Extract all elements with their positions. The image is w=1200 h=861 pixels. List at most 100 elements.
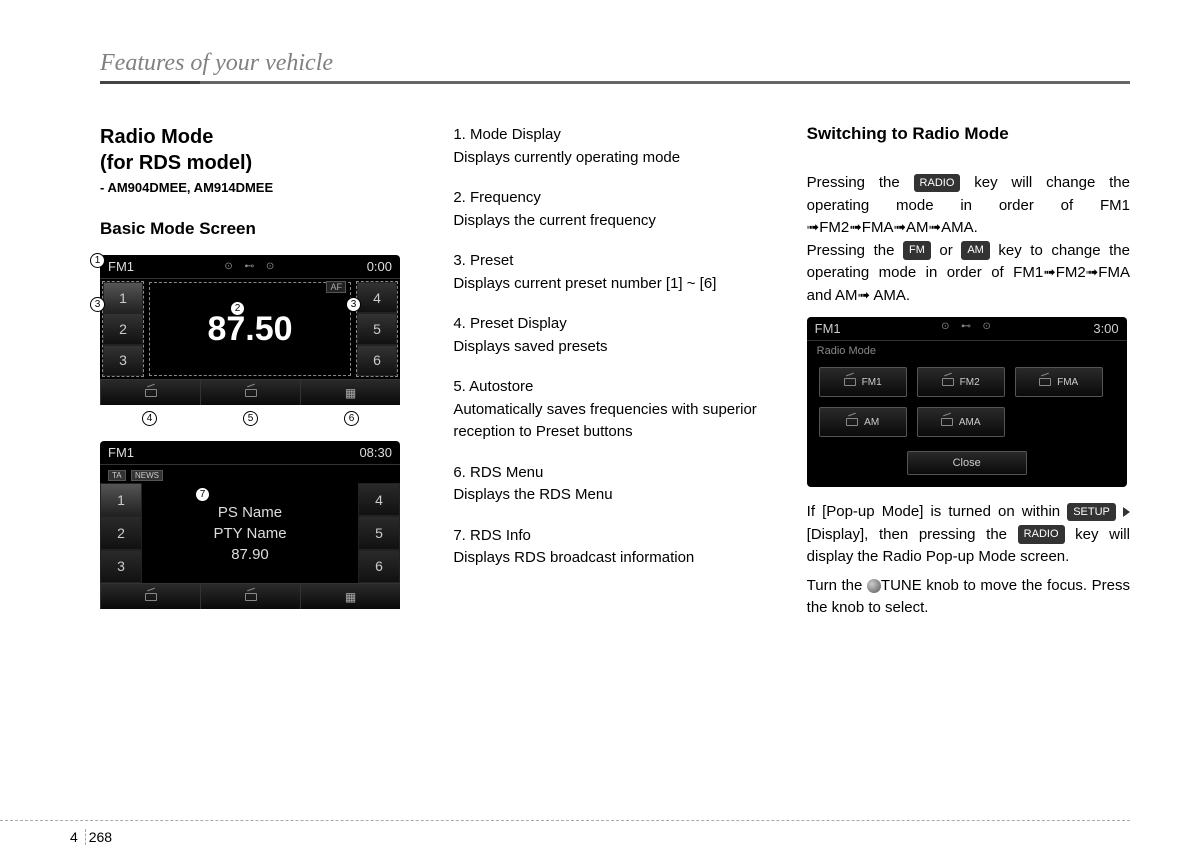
item-4-desc: Displays saved presets [453,336,776,359]
radio-mode-title: Radio Mode (for RDS model) [100,124,423,176]
switching-title: Switching to Radio Mode [807,124,1130,144]
rds-info-center: PS Name PTY Name 87.90 [142,483,358,583]
setup-key: SETUP [1067,503,1116,522]
popup-btn-am[interactable]: AM [819,407,907,437]
item-4-num: 4. Preset Display [453,313,776,336]
radio-scan-icon [245,389,257,397]
item-1-num: 1. Mode Display [453,124,776,147]
preset-4[interactable]: 4 [357,282,397,313]
popup-btn-fma[interactable]: FMA [1015,367,1103,397]
page-num-value: 268 [89,829,112,845]
column-right: Switching to Radio Mode Pressing the RAD… [807,124,1130,620]
pty-name: PTY Name [213,525,286,542]
bottom2-btn-3[interactable]: ▦ [300,584,400,609]
item-5: 5. Autostore Automatically saves frequen… [453,376,776,444]
footer-rule [0,820,1130,821]
radio-icon-2 [145,593,157,601]
preset2-4[interactable]: 4 [358,483,400,516]
column-left: Radio Mode (for RDS model) - AM904DMEE, … [100,124,423,620]
item-4: 4. Preset Display Displays saved presets [453,313,776,358]
popup-btn-fm2[interactable]: FM2 [917,367,1005,397]
radio-icon [145,389,157,397]
para-4: Turn the TUNE knob to move the focus. Pr… [807,575,1130,620]
popup-status-icons: ⊙ ⊷ ⊙ [841,321,1094,336]
preset2-6[interactable]: 6 [358,550,400,583]
mode-label-2: FM1 [108,445,134,460]
popup-btn-ama[interactable]: AMA [917,407,1005,437]
radio-screenshot-2: FM1 08:30 TA NEWS 1 2 3 [100,441,423,609]
bottom-btn-2[interactable] [200,380,300,405]
item-2-desc: Displays the current frequency [453,210,776,233]
freq-2: 87.90 [231,546,269,563]
preset-col-left: 1 2 3 [102,281,144,377]
title-line-2: (for RDS model) [100,152,252,174]
item-1: 1. Mode Display Displays currently opera… [453,124,776,169]
radio-icon-p2 [942,378,954,386]
title-line-1: Radio Mode [100,126,213,148]
para-1: Pressing the RADIO key will change the o… [807,172,1130,240]
para-2: Pressing the FM or AM key to change the … [807,240,1130,308]
callout-4: 4 [142,411,157,426]
item-3-num: 3. Preset [453,250,776,273]
preset-col-right-2: 4 5 6 [358,483,400,583]
radio-icon-p4 [846,418,858,426]
callout-7: 7 [195,487,210,502]
radio-screenshot-1: FM1 ⊙ ⊷ ⊙ 0:00 AF 1 2 3 87.50 4 [100,255,423,405]
preset2-1[interactable]: 1 [100,483,142,516]
am-key: AM [961,241,990,260]
callout-6: 6 [344,411,359,426]
preset-1[interactable]: 1 [103,282,143,313]
radio-popup-screenshot: FM1 ⊙ ⊷ ⊙ 3:00 Radio Mode FM1 FM2 FMA AM… [807,317,1127,487]
item-7-desc: Displays RDS broadcast information [453,547,776,570]
item-3-desc: Displays current preset number [1] ~ [6] [453,273,776,296]
popup-mode: FM1 [815,321,841,336]
chapter-num: 4 [70,829,78,845]
bottom-btn-1[interactable] [100,380,200,405]
preset-3[interactable]: 3 [103,345,143,376]
item-7: 7. RDS Info Displays RDS broadcast infor… [453,525,776,570]
preset-5[interactable]: 5 [357,313,397,344]
preset2-3[interactable]: 3 [100,550,142,583]
fm-key: FM [903,241,931,260]
status-icons: ⊙ ⊷ ⊙ [134,261,367,272]
popup-subtitle: Radio Mode [807,341,1127,361]
ta-badge: TA [108,470,126,481]
callout-5: 5 [243,411,258,426]
radio-icon-p3 [1039,378,1051,386]
item-6-desc: Displays the RDS Menu [453,484,776,507]
header-rule [100,81,1130,84]
para-3: If [Pop-up Mode] is turned on within SET… [807,501,1130,569]
preset-6[interactable]: 6 [357,345,397,376]
callout-3-left: 3 [90,297,105,312]
item-5-desc: Automatically saves frequencies with sup… [453,399,776,444]
preset-col-left-2: 1 2 3 [100,483,142,583]
column-middle: 1. Mode Display Displays currently opera… [453,124,776,620]
bottom2-btn-1[interactable] [100,584,200,609]
frequency-display: 87.50 [149,282,351,376]
item-7-num: 7. RDS Info [453,525,776,548]
callout-2: 2 [230,301,245,316]
news-badge: NEWS [131,470,163,481]
preset2-5[interactable]: 5 [358,516,400,549]
popup-close-button[interactable]: Close [907,451,1027,475]
item-6-num: 6. RDS Menu [453,462,776,485]
mode-label: FM1 [108,259,134,274]
preset-2[interactable]: 2 [103,313,143,344]
item-6: 6. RDS Menu Displays the RDS Menu [453,462,776,507]
bottom-btn-3[interactable]: ▦ [300,380,400,405]
popup-btn-fm1[interactable]: FM1 [819,367,907,397]
item-2-num: 2. Frequency [453,187,776,210]
preset2-2[interactable]: 2 [100,516,142,549]
preset-col-right: 4 5 6 [356,281,398,377]
radio-key-2: RADIO [1018,525,1065,544]
radio-key: RADIO [914,174,961,193]
popup-clock: 3:00 [1093,321,1118,336]
bottom2-btn-2[interactable] [200,584,300,609]
section-header: Features of your vehicle [100,50,1130,84]
model-line: - AM904DMEE, AM914DMEE [100,180,423,195]
ps-name: PS Name [218,504,282,521]
clock: 0:00 [367,259,392,274]
item-1-desc: Displays currently operating mode [453,147,776,170]
triangle-icon [1123,507,1130,517]
callout-3-right: 3 [346,297,361,312]
